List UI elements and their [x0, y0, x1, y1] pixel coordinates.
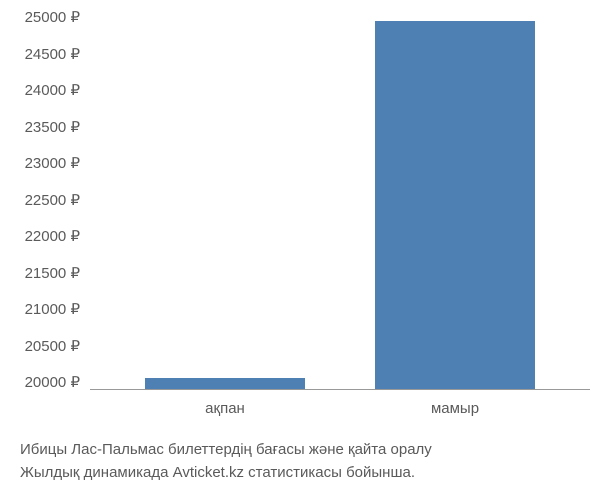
y-axis-tick: 24000 ₽ — [25, 83, 80, 98]
y-axis-tick: 22000 ₽ — [25, 229, 80, 244]
chart-area: 25000 ₽ 24500 ₽ 24000 ₽ 23500 ₽ 23000 ₽ 22500… — [0, 10, 590, 390]
y-axis-tick: 21500 ₽ — [25, 266, 80, 281]
chart-container: 25000 ₽ 24500 ₽ 24000 ₽ 23500 ₽ 23000 ₽ 22500… — [0, 0, 600, 500]
chart-caption: Ибицы Лас-Пальмас билеттердің бағасы жән… — [20, 439, 590, 484]
x-axis-label: мамыр — [375, 390, 535, 417]
y-axis-tick: 23500 ₽ — [25, 120, 80, 135]
y-axis-tick: 22500 ₽ — [25, 193, 80, 208]
y-axis-tick: 25000 ₽ — [25, 10, 80, 25]
caption-line-2: Жылдық динамикада Avticket.kz статистика… — [20, 462, 590, 485]
x-axis: ақпан мамыр — [90, 390, 590, 417]
x-axis-label: ақпан — [145, 390, 305, 417]
caption-line-1: Ибицы Лас-Пальмас билеттердің бағасы жән… — [20, 439, 590, 462]
y-axis-tick: 20500 ₽ — [25, 339, 80, 354]
y-axis-tick: 23000 ₽ — [25, 156, 80, 171]
y-axis-tick: 24500 ₽ — [25, 47, 80, 62]
bar — [375, 21, 535, 389]
bar — [145, 378, 305, 389]
plot-area — [90, 10, 590, 390]
y-axis: 25000 ₽ 24500 ₽ 24000 ₽ 23500 ₽ 23000 ₽ 22500… — [0, 10, 90, 390]
y-axis-tick: 21000 ₽ — [25, 302, 80, 317]
y-axis-tick: 20000 ₽ — [25, 375, 80, 390]
